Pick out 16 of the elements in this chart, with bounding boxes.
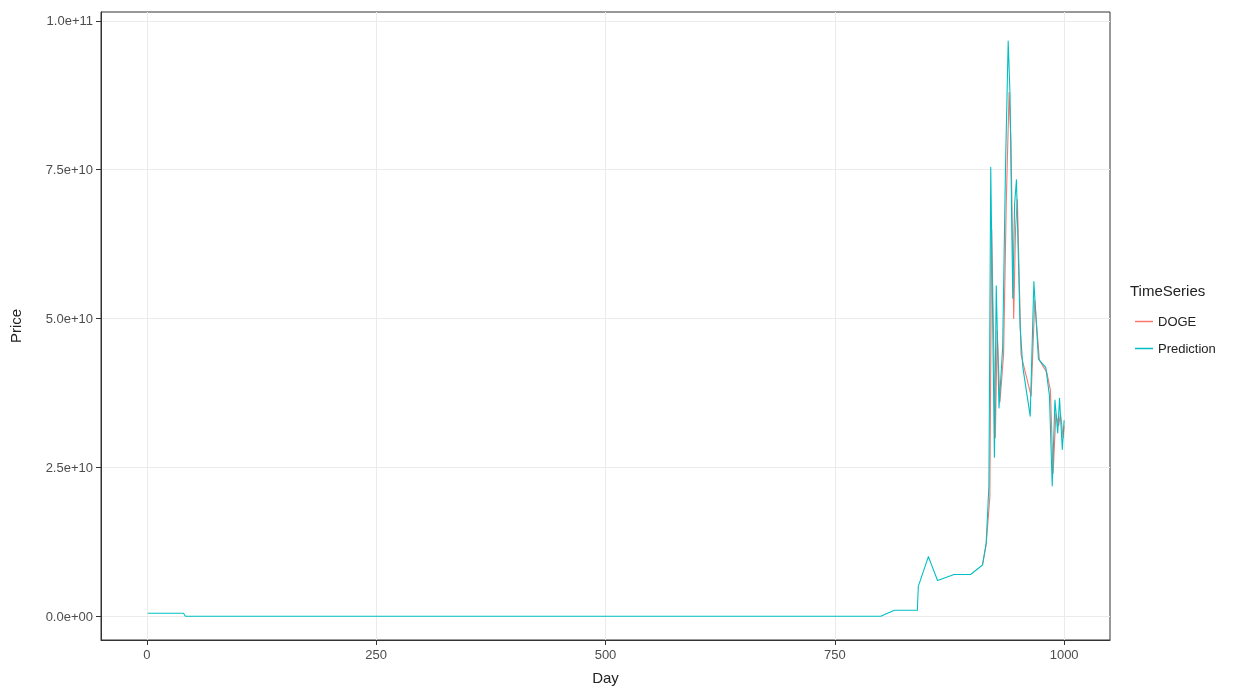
x-tick-label: 1000: [1049, 647, 1079, 662]
legend-label: DOGE: [1158, 314, 1197, 329]
x-tick-label: 500: [594, 647, 617, 662]
x-axis-title: Day: [592, 669, 620, 686]
legend-label: Prediction: [1158, 341, 1216, 356]
y-tick-label: 7.5e+10: [45, 162, 93, 178]
y-tick-label: 5.0e+10: [45, 311, 93, 327]
line-series: [147, 40, 1065, 617]
x-tick-label: 0: [143, 647, 151, 662]
y-axis-title: Price: [7, 308, 24, 344]
legend-title: TimeSeries: [1130, 282, 1206, 299]
y-tick-label: 0.0e+00: [45, 608, 93, 624]
y-tick-label: 2.5e+10: [45, 459, 93, 475]
x-tick-label: 250: [365, 647, 388, 662]
y-tick-label: 1.0e+11: [46, 13, 93, 29]
x-tick-label: 750: [823, 647, 846, 662]
